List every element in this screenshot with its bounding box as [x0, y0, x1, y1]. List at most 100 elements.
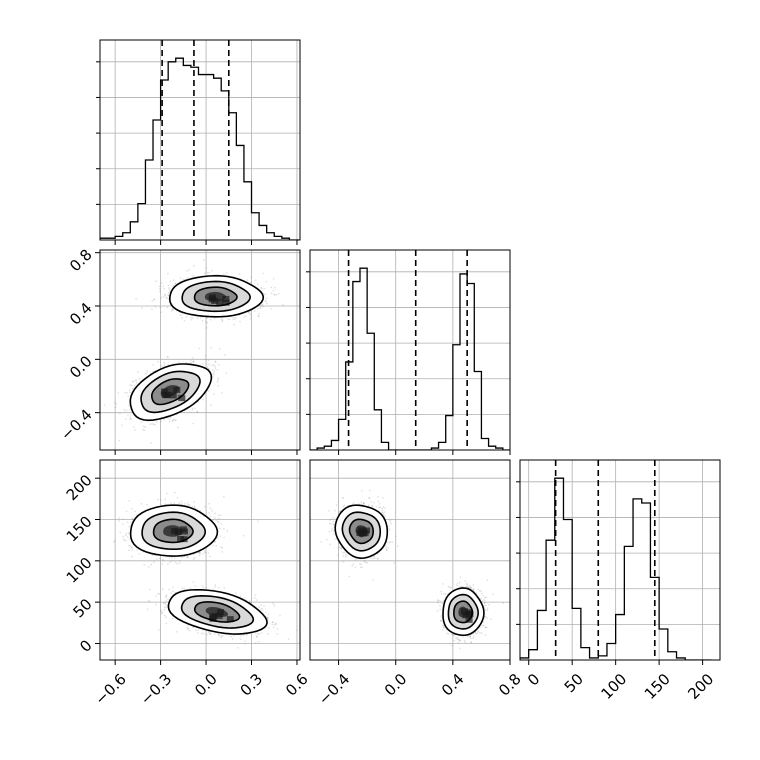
- data-point: [164, 498, 166, 500]
- data-point: [170, 310, 173, 312]
- data-point: [135, 382, 138, 384]
- data-point: [124, 392, 126, 394]
- density-block: [222, 295, 230, 302]
- data-point: [257, 315, 259, 317]
- data-point: [159, 306, 161, 309]
- data-point: [130, 414, 132, 416]
- axes-frame: [309, 249, 511, 451]
- data-point: [214, 540, 216, 543]
- data-point: [218, 363, 220, 366]
- data-point: [128, 544, 130, 547]
- data-point: [142, 429, 144, 431]
- data-point: [224, 354, 226, 356]
- data-point: [227, 318, 230, 321]
- data-point: [171, 308, 173, 310]
- data-point: [191, 409, 194, 411]
- contour-line: [152, 518, 194, 544]
- data-point: [127, 414, 129, 417]
- data-point: [173, 502, 175, 505]
- data-point: [126, 521, 129, 523]
- data-point: [179, 560, 181, 562]
- data-point: [214, 365, 216, 368]
- data-point: [237, 647, 239, 649]
- data-point: [123, 539, 126, 542]
- panel-hist-p1: [306, 249, 511, 451]
- data-point: [211, 369, 214, 371]
- data-point: [196, 411, 199, 413]
- data-point: [198, 347, 201, 350]
- data-point: [188, 503, 190, 506]
- data-point: [218, 517, 220, 520]
- data-point: [134, 510, 136, 512]
- data-point: [174, 419, 176, 421]
- data-point: [129, 524, 132, 527]
- data-point: [195, 508, 197, 510]
- axes-frame: [99, 249, 301, 451]
- data-point: [173, 418, 175, 421]
- data-point: [272, 278, 275, 280]
- data-point: [146, 370, 148, 372]
- data-point: [164, 603, 167, 606]
- data-point: [200, 398, 202, 400]
- data-point: [164, 294, 166, 296]
- data-point: [167, 563, 169, 565]
- data-point: [169, 561, 171, 563]
- data-point: [259, 304, 261, 306]
- data-point: [221, 547, 223, 549]
- data-point: [159, 291, 161, 293]
- data-point: [166, 356, 168, 358]
- data-point: [210, 319, 212, 321]
- data-point: [273, 293, 275, 296]
- data-point: [228, 318, 231, 320]
- data-point: [135, 514, 138, 516]
- data-point: [163, 419, 165, 421]
- data-point: [176, 497, 179, 499]
- data-point: [259, 306, 262, 309]
- data-point: [209, 515, 212, 518]
- data-point: [249, 318, 252, 320]
- data-point: [137, 371, 139, 373]
- density-block: [173, 386, 181, 393]
- data-point: [217, 537, 219, 539]
- data-point: [169, 291, 171, 293]
- data-point: [183, 319, 186, 322]
- data-point: [140, 421, 142, 423]
- data-point: [192, 422, 194, 425]
- data-point: [262, 306, 264, 308]
- data-point: [133, 426, 135, 428]
- data-point: [123, 409, 125, 411]
- data-point: [180, 504, 182, 506]
- data-point: [151, 423, 153, 425]
- data-point: [192, 553, 195, 556]
- density-block: [161, 388, 169, 395]
- data-point: [128, 500, 130, 502]
- data-point: [162, 558, 164, 561]
- data-point: [193, 275, 195, 277]
- data-point: [257, 520, 259, 522]
- data-point: [167, 292, 170, 294]
- data-point: [258, 312, 260, 315]
- data-point: [214, 367, 216, 369]
- data-point: [234, 318, 236, 320]
- data-point: [250, 276, 252, 279]
- data-point: [186, 556, 188, 559]
- data-point: [158, 557, 161, 560]
- data-point: [186, 504, 188, 506]
- data-point: [179, 277, 182, 279]
- data-point: [131, 518, 134, 520]
- data-point: [264, 300, 267, 303]
- data-point: [118, 439, 121, 442]
- data-point: [174, 557, 176, 559]
- data-point: [196, 317, 199, 320]
- data-point: [239, 320, 241, 323]
- data-point: [225, 272, 228, 274]
- data-point: [169, 420, 171, 423]
- data-point: [254, 279, 257, 281]
- data-point: [235, 317, 237, 319]
- data-point: [149, 423, 151, 425]
- data-point: [262, 304, 264, 306]
- data-point: [144, 426, 146, 428]
- data-point: [249, 310, 252, 312]
- data-point: [265, 300, 267, 302]
- data-point: [190, 360, 192, 362]
